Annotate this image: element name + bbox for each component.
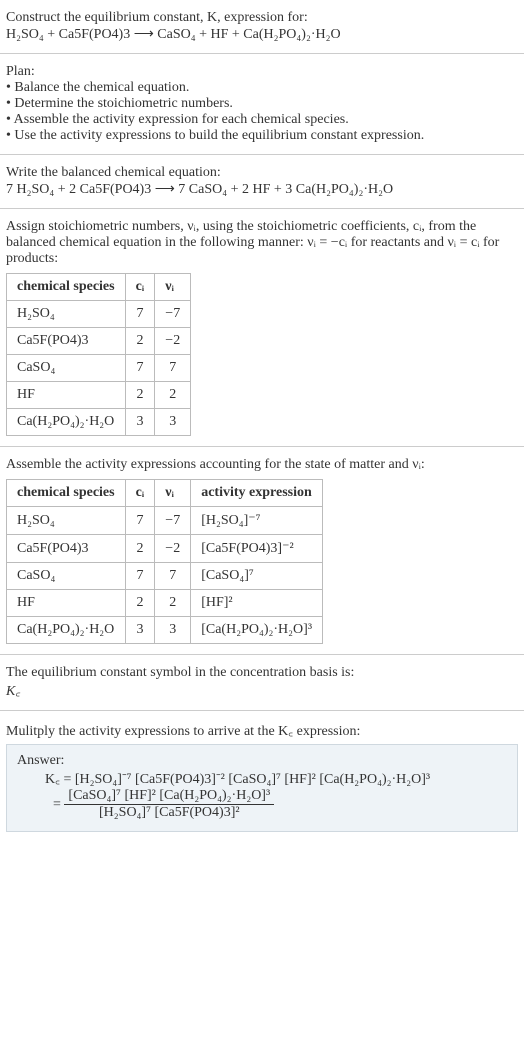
col-ci: cᵢ [125, 274, 155, 301]
cell-c: 7 [125, 355, 155, 382]
cell-c: 7 [125, 507, 155, 535]
cell-c: 2 [125, 382, 155, 409]
cell-species: HF [7, 590, 126, 617]
section-activity: Assemble the activity expressions accoun… [0, 447, 524, 655]
cell-activity: [Ca(H₂PO₄)₂·H₂O]³ [191, 617, 323, 644]
cell-species: CaSO₄ [7, 563, 126, 590]
cell-v: −7 [155, 301, 191, 328]
final-text: Mulitply the activity expressions to arr… [6, 721, 518, 740]
col-species: chemical species [7, 274, 126, 301]
table-row: Ca(H₂PO₄)₂·H₂O33[Ca(H₂PO₄)₂·H₂O]³ [7, 617, 323, 644]
plan-bullet-1: • Balance the chemical equation. [6, 80, 518, 96]
plan-bullet-2: • Determine the stoichiometric numbers. [6, 96, 518, 112]
intro-line1: Construct the equilibrium constant, K, e… [6, 10, 518, 26]
cell-v: 7 [155, 563, 191, 590]
cell-v: 3 [155, 409, 191, 436]
cell-species: Ca(H₂PO₄)₂·H₂O [7, 617, 126, 644]
symbol-kc: K꜀ [6, 681, 518, 700]
cell-v: 3 [155, 617, 191, 644]
answer-fraction-line: = [CaSO₄]⁷ [HF]² [Ca(H₂PO₄)₂·H₂O]³ [H₂SO… [17, 788, 507, 821]
table-row: HF22[HF]² [7, 590, 323, 617]
cell-activity: [HF]² [191, 590, 323, 617]
answer-label: Answer: [17, 753, 507, 769]
plan-title: Plan: [6, 64, 518, 80]
cell-c: 2 [125, 590, 155, 617]
section-final: Mulitply the activity expressions to arr… [0, 711, 524, 842]
balanced-title: Write the balanced chemical equation: [6, 165, 518, 181]
cell-c: 2 [125, 535, 155, 563]
equals-sign: = [45, 797, 64, 812]
fraction: [CaSO₄]⁷ [HF]² [Ca(H₂PO₄)₂·H₂O]³ [H₂SO₄]… [64, 788, 274, 821]
activity-table: chemical species cᵢ νᵢ activity expressi… [6, 479, 323, 644]
col-vi: νᵢ [155, 274, 191, 301]
plan-bullet-4: • Use the activity expressions to build … [6, 128, 518, 144]
col-species: chemical species [7, 480, 126, 507]
cell-activity: [CaSO₄]⁷ [191, 563, 323, 590]
cell-c: 3 [125, 409, 155, 436]
answer-box: Answer: K꜀ = [H₂SO₄]⁻⁷ [Ca5F(PO4)3]⁻² [C… [6, 744, 518, 832]
cell-species: HF [7, 382, 126, 409]
balanced-equation: 7 H₂SO₄ + 2 Ca5F(PO4)3 ⟶ 7 CaSO₄ + 2 HF … [6, 181, 518, 198]
fraction-numerator: [CaSO₄]⁷ [HF]² [Ca(H₂PO₄)₂·H₂O]³ [64, 788, 274, 805]
table-row: Ca5F(PO4)32−2 [7, 328, 191, 355]
section-symbol: The equilibrium constant symbol in the c… [0, 655, 524, 711]
symbol-text: The equilibrium constant symbol in the c… [6, 665, 518, 681]
table-row: CaSO₄77 [7, 355, 191, 382]
col-activity: activity expression [191, 480, 323, 507]
cell-activity: [Ca5F(PO4)3]⁻² [191, 535, 323, 563]
cell-c: 2 [125, 328, 155, 355]
cell-species: CaSO₄ [7, 355, 126, 382]
cell-v: 2 [155, 382, 191, 409]
col-vi: νᵢ [155, 480, 191, 507]
cell-species: H₂SO₄ [7, 301, 126, 328]
section-stoich: Assign stoichiometric numbers, νᵢ, using… [0, 209, 524, 447]
cell-c: 3 [125, 617, 155, 644]
cell-c: 7 [125, 301, 155, 328]
table-row: Ca5F(PO4)32−2[Ca5F(PO4)3]⁻² [7, 535, 323, 563]
cell-species: Ca5F(PO4)3 [7, 535, 126, 563]
table-header-row: chemical species cᵢ νᵢ activity expressi… [7, 480, 323, 507]
table-row: H₂SO₄7−7[H₂SO₄]⁻⁷ [7, 507, 323, 535]
cell-v: 2 [155, 590, 191, 617]
cell-v: −2 [155, 535, 191, 563]
stoich-text: Assign stoichiometric numbers, νᵢ, using… [6, 219, 518, 267]
cell-species: H₂SO₄ [7, 507, 126, 535]
plan-bullet-3: • Assemble the activity expression for e… [6, 112, 518, 128]
intro-equation: H₂SO₄ + Ca5F(PO4)3 ⟶ CaSO₄ + HF + Ca(H₂P… [6, 26, 518, 43]
section-plan: Plan: • Balance the chemical equation. •… [0, 54, 524, 155]
fraction-denominator: [H₂SO₄]⁷ [Ca5F(PO4)3]² [64, 805, 274, 821]
cell-v: −2 [155, 328, 191, 355]
activity-text: Assemble the activity expressions accoun… [6, 457, 518, 473]
table-header-row: chemical species cᵢ νᵢ [7, 274, 191, 301]
table-row: HF22 [7, 382, 191, 409]
section-balanced: Write the balanced chemical equation: 7 … [0, 155, 524, 209]
cell-c: 7 [125, 563, 155, 590]
col-ci: cᵢ [125, 480, 155, 507]
cell-species: Ca5F(PO4)3 [7, 328, 126, 355]
stoich-table: chemical species cᵢ νᵢ H₂SO₄7−7 Ca5F(PO4… [6, 273, 191, 436]
cell-v: −7 [155, 507, 191, 535]
table-row: H₂SO₄7−7 [7, 301, 191, 328]
table-row: CaSO₄77[CaSO₄]⁷ [7, 563, 323, 590]
table-row: Ca(H₂PO₄)₂·H₂O33 [7, 409, 191, 436]
cell-activity: [H₂SO₄]⁻⁷ [191, 507, 323, 535]
cell-species: Ca(H₂PO₄)₂·H₂O [7, 409, 126, 436]
section-intro: Construct the equilibrium constant, K, e… [0, 0, 524, 54]
cell-v: 7 [155, 355, 191, 382]
answer-line1: K꜀ = [H₂SO₄]⁻⁷ [Ca5F(PO4)3]⁻² [CaSO₄]⁷ [… [17, 769, 507, 788]
